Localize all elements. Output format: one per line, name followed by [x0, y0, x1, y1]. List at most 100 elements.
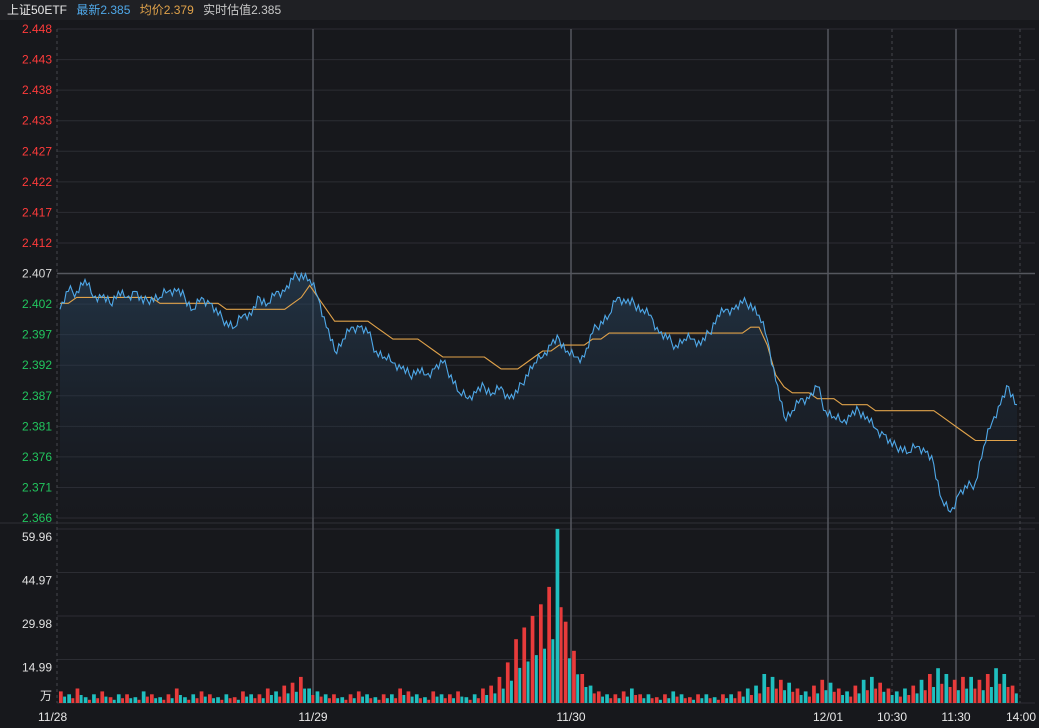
volume-bar	[563, 621, 568, 703]
volume-bar	[605, 694, 609, 703]
volume-bar	[203, 696, 207, 703]
volume-bar	[609, 698, 613, 703]
volume-bar	[448, 694, 452, 703]
volume-bar	[688, 697, 692, 703]
volume-bar	[816, 693, 820, 703]
volume-bar	[721, 694, 725, 703]
volume-bar	[766, 687, 770, 703]
volume-bar	[783, 690, 786, 703]
volume-bar	[435, 696, 439, 703]
volume-bar	[290, 682, 295, 703]
price-tick-label: 2.427	[22, 144, 52, 158]
volume-bar	[485, 695, 489, 703]
volume-bar	[311, 695, 315, 703]
volume-bar	[857, 693, 861, 703]
volume-bar	[431, 691, 436, 703]
volume-bar	[828, 682, 833, 703]
volume-bar	[762, 674, 767, 703]
volume-bar	[514, 639, 518, 703]
volume-bar	[1006, 687, 1010, 703]
volume-bar	[981, 690, 985, 703]
volume-bar	[319, 696, 323, 703]
volume-bar	[576, 674, 580, 703]
volume-bar	[675, 696, 679, 703]
volume-bar	[460, 696, 464, 703]
volume-bar	[183, 697, 187, 703]
volume-bar	[208, 694, 212, 703]
volume-bar	[692, 699, 695, 703]
volume-bar	[187, 699, 191, 703]
volume-bar	[100, 691, 105, 703]
volume-bar	[923, 690, 927, 703]
volume-bar	[456, 691, 460, 703]
volume-bar	[630, 688, 634, 703]
volume-bar	[824, 690, 828, 703]
volume-bar	[712, 697, 717, 703]
volume-bar	[340, 697, 345, 703]
volume-bar	[700, 698, 704, 703]
volume-bar	[195, 698, 199, 703]
volume-bar	[940, 683, 944, 703]
volume-bar	[443, 698, 447, 703]
volume-bar	[179, 695, 182, 703]
volume-bar	[245, 696, 249, 703]
volume-bar	[787, 682, 791, 703]
volume-bar	[559, 607, 563, 703]
volume-bar	[683, 698, 687, 703]
volume-bar	[911, 685, 916, 703]
volume-bar	[874, 688, 878, 703]
volume-bar	[385, 698, 389, 703]
volume-bar	[539, 604, 543, 703]
average-price: 均价2.379	[139, 3, 194, 17]
volume-bar	[820, 679, 825, 703]
volume-bar	[961, 676, 965, 703]
volume-bar	[543, 648, 546, 703]
volume-bar	[928, 674, 932, 703]
volume-bar	[141, 691, 146, 703]
volume-bar	[878, 682, 882, 703]
volume-bar	[166, 694, 171, 703]
volume-bar	[853, 685, 858, 703]
volume-bar	[849, 696, 853, 703]
volume-bar	[642, 698, 646, 703]
time-axis-label: 12/01	[813, 710, 843, 724]
volume-bar	[990, 687, 993, 703]
volume-bar	[799, 695, 803, 703]
volume-bar	[534, 655, 538, 703]
volume-bar	[617, 698, 621, 703]
volume-bar	[956, 690, 960, 703]
latest-price: 最新2.385	[76, 3, 131, 17]
volume-bar	[592, 693, 596, 703]
volume-bar	[476, 698, 480, 703]
volume-bar	[129, 698, 133, 703]
volume-bar	[83, 697, 88, 703]
volume-bar	[650, 698, 654, 703]
volume-bar	[774, 688, 778, 703]
volume-bar	[381, 694, 386, 703]
y-axis-labels: 2.448 2.443 2.438 2.433 2.427 2.422 2.417 2.412…	[22, 22, 52, 703]
volume-bar	[977, 679, 982, 703]
price-line	[59, 270, 1018, 513]
volume-tick-label: 44.97	[22, 574, 52, 588]
volume-bar	[261, 698, 265, 703]
volume-bar	[63, 696, 66, 703]
volume-bar	[948, 687, 952, 703]
volume-bar	[588, 685, 593, 703]
volume-bar	[667, 698, 671, 703]
volume-bar	[468, 699, 472, 703]
volume-bar	[108, 697, 113, 703]
volume-bar	[944, 674, 949, 703]
volume-bar	[733, 698, 737, 703]
volume-bar	[994, 668, 998, 703]
price-tick-label: 2.402	[22, 297, 52, 311]
volume-bar	[294, 691, 298, 703]
volume-bar	[795, 688, 800, 703]
volume-bar	[510, 680, 513, 703]
volume-bar	[965, 688, 969, 703]
price-tick-label: 2.387	[22, 389, 52, 403]
price-tick-label: 2.448	[22, 22, 52, 36]
volume-bar	[894, 691, 899, 703]
price-tick-label: 2.381	[22, 419, 52, 433]
volume-bar	[170, 698, 174, 703]
